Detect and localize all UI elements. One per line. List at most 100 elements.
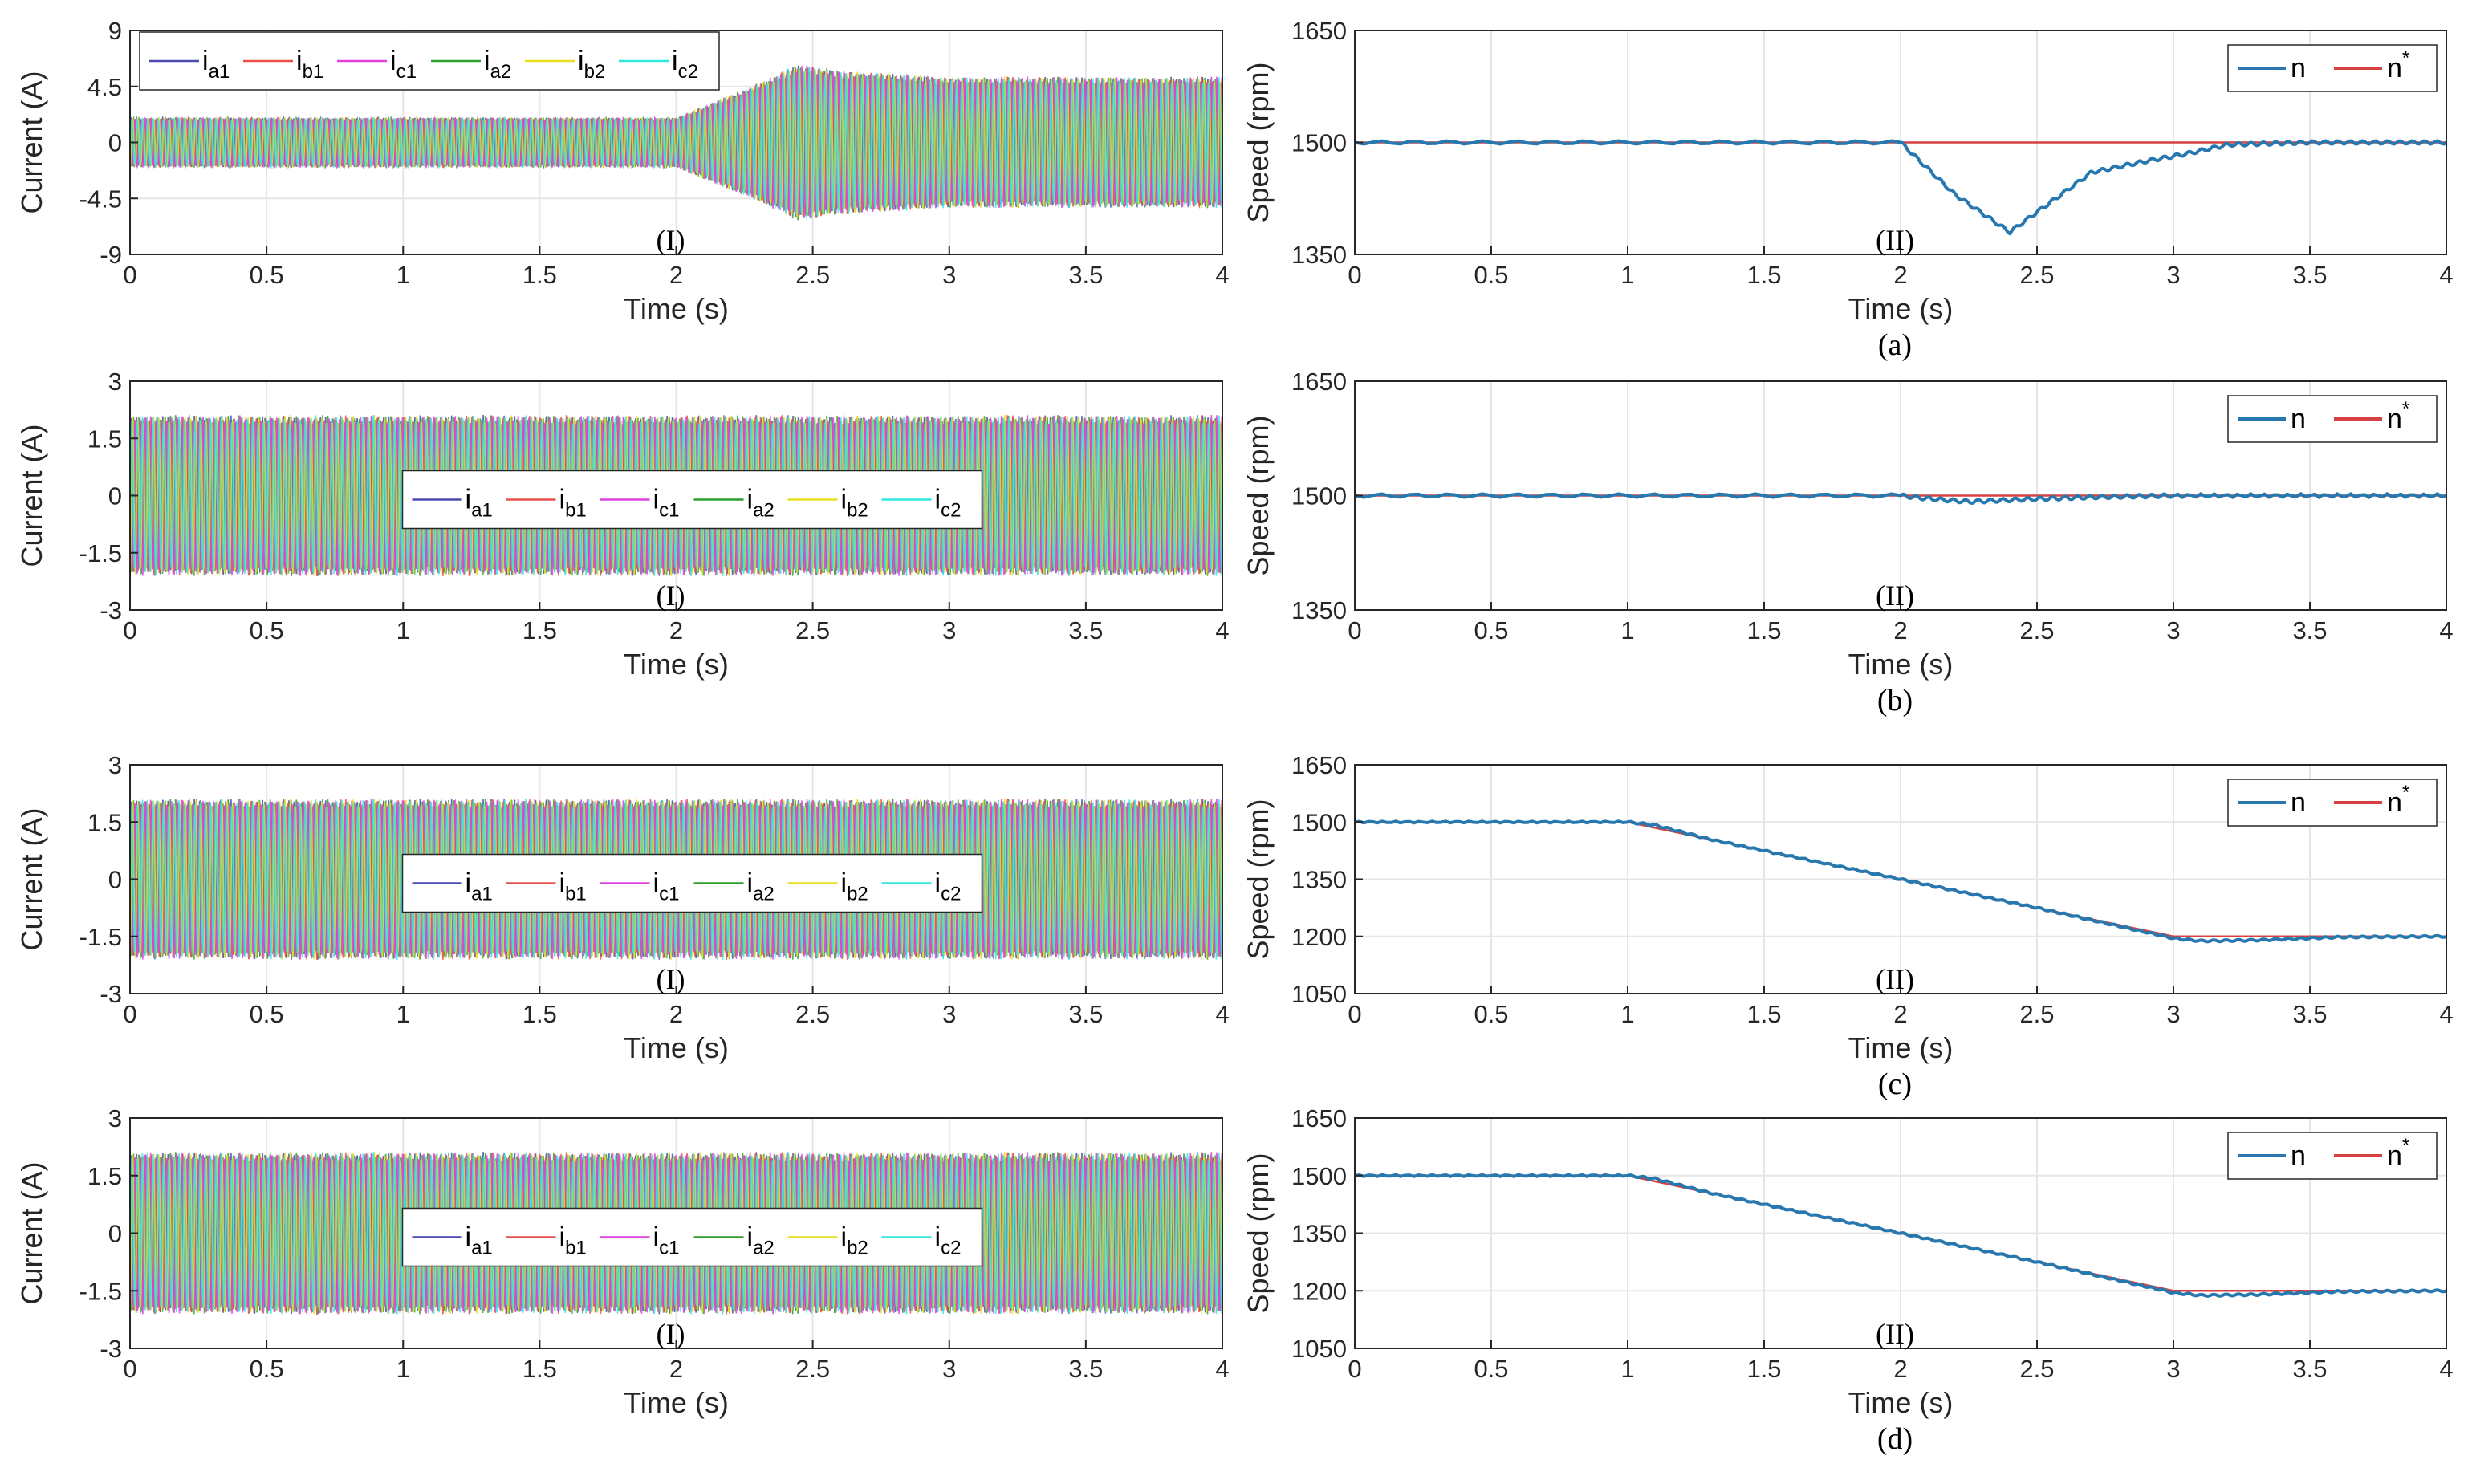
x-tick-label: 3 bbox=[2166, 1000, 2180, 1028]
x-tick-label: 3 bbox=[942, 616, 956, 644]
x-tick-label: 1 bbox=[1620, 616, 1634, 644]
legend-label: n* bbox=[2387, 782, 2409, 818]
x-tick-label: 2.5 bbox=[795, 261, 830, 289]
x-tick-label: 1.5 bbox=[1746, 1000, 1781, 1028]
x-tick-label: 1 bbox=[396, 261, 410, 289]
panel-tag: (I) bbox=[657, 224, 685, 256]
legend-main: i bbox=[841, 1222, 848, 1253]
legend-label: n* bbox=[2387, 1135, 2409, 1171]
legend: n n* bbox=[2227, 779, 2438, 827]
data-layer bbox=[130, 798, 1222, 961]
legend-label: n bbox=[2291, 53, 2306, 83]
x-tick-label: 3 bbox=[942, 1355, 956, 1383]
x-tick-label: 2.5 bbox=[795, 1355, 830, 1383]
x-tick-label: 3.5 bbox=[1068, 261, 1103, 289]
legend-main: n bbox=[2387, 787, 2402, 818]
x-tick-label: 2 bbox=[1893, 1000, 1907, 1028]
y-tick-label: 1350 bbox=[1291, 596, 1347, 624]
x-axis-label: Time (s) bbox=[1848, 1386, 1954, 1419]
x-tick-label: 3.5 bbox=[2292, 1355, 2327, 1383]
x-tick-label: 0.5 bbox=[1474, 261, 1508, 289]
x-tick-label: 3 bbox=[2166, 261, 2180, 289]
x-tick-label: 0.5 bbox=[250, 616, 284, 644]
legend-label: n* bbox=[2387, 47, 2409, 83]
legend-sup: * bbox=[2402, 1135, 2409, 1157]
x-tick-label: 1 bbox=[1620, 1000, 1634, 1028]
legend-sup: * bbox=[2402, 782, 2409, 803]
x-tick-label: 3 bbox=[2166, 616, 2180, 644]
y-tick-label: 3 bbox=[108, 751, 122, 779]
x-tick-label: 0 bbox=[123, 1355, 136, 1383]
legend-main: i bbox=[202, 46, 209, 76]
x-axis-label: Time (s) bbox=[624, 1386, 729, 1419]
x-tick-label: 0.5 bbox=[1474, 616, 1508, 644]
y-tick-label: 3 bbox=[108, 1104, 122, 1132]
legend-label: ib1 bbox=[559, 1222, 587, 1259]
y-axis-label: Speed (rpm) bbox=[1242, 799, 1275, 959]
y-tick-label: 3 bbox=[108, 368, 122, 396]
x-tick-label: 3 bbox=[942, 261, 956, 289]
x-tick-label: 1.5 bbox=[1746, 1355, 1781, 1383]
legend-main: i bbox=[841, 485, 848, 515]
legend-sub: a1 bbox=[471, 884, 493, 905]
y-tick-label: 4.5 bbox=[87, 73, 122, 101]
x-tick-label: 0.5 bbox=[250, 1355, 284, 1383]
x-tick-label: 1.5 bbox=[522, 1355, 557, 1383]
y-tick-label: 1200 bbox=[1291, 1277, 1347, 1305]
legend-main: i bbox=[559, 1222, 566, 1253]
panel-tag: (I) bbox=[657, 1318, 685, 1350]
y-tick-label: -3 bbox=[100, 980, 122, 1008]
legend-main: i bbox=[653, 485, 660, 515]
speed-series-n bbox=[1355, 1173, 2446, 1298]
legend-main: i bbox=[747, 485, 754, 515]
x-tick-label: 2.5 bbox=[795, 616, 830, 644]
x-tick-label: 1.5 bbox=[1746, 261, 1781, 289]
x-tick-label: 2 bbox=[1893, 261, 1907, 289]
legend-label: ic2 bbox=[935, 868, 962, 905]
x-tick-label: 3.5 bbox=[2292, 1000, 2327, 1028]
legend-label: ib1 bbox=[559, 868, 587, 905]
legend-sub: b2 bbox=[847, 500, 868, 522]
legend-label: ia2 bbox=[747, 868, 775, 905]
data-layer bbox=[1355, 1173, 2446, 1298]
panel-d-current: 0 0.5 1 1.5 2 2.5 3 3.5 4 -3 -1.5 0 1.5 3 Time (s) Curr… bbox=[15, 1104, 1230, 1419]
legend-main: i bbox=[466, 485, 472, 515]
y-tick-label: 1650 bbox=[1291, 751, 1347, 779]
legend-sub: a2 bbox=[753, 1238, 775, 1259]
y-tick-label: -3 bbox=[100, 596, 122, 624]
y-axis-label: Speed (rpm) bbox=[1242, 62, 1275, 222]
x-tick-label: 1 bbox=[396, 616, 410, 644]
y-tick-label: 1650 bbox=[1291, 1104, 1347, 1132]
y-tick-label: -1.5 bbox=[79, 923, 122, 951]
current-series-c2 bbox=[130, 1152, 1222, 1315]
subfigure-label: (a) bbox=[1878, 328, 1912, 362]
legend-main: i bbox=[578, 46, 584, 76]
legend-sub: c2 bbox=[678, 61, 698, 83]
legend-label: ic2 bbox=[672, 46, 698, 83]
x-tick-label: 2.5 bbox=[2019, 616, 2054, 644]
legend-sub: b1 bbox=[565, 500, 587, 522]
legend-sub: c2 bbox=[941, 884, 961, 905]
data-layer bbox=[1355, 139, 2446, 236]
legend-main: n bbox=[2291, 404, 2306, 434]
legend-main: i bbox=[672, 46, 678, 76]
legend-label: ib2 bbox=[841, 485, 868, 522]
x-tick-label: 2 bbox=[669, 616, 683, 644]
current-series-b2 bbox=[130, 66, 1222, 219]
legend-sub: a1 bbox=[471, 500, 493, 522]
x-tick-label: 0 bbox=[123, 1000, 136, 1028]
x-tick-label: 0 bbox=[1348, 1000, 1361, 1028]
legend-sub: c1 bbox=[396, 61, 417, 83]
x-axis-label: Time (s) bbox=[1848, 648, 1954, 681]
current-series-b2 bbox=[130, 1152, 1222, 1315]
y-axis-label: Speed (rpm) bbox=[1242, 1153, 1275, 1313]
x-tick-label: 0 bbox=[123, 616, 136, 644]
y-axis-label: Current (A) bbox=[15, 424, 48, 567]
legend-main: i bbox=[747, 868, 754, 899]
x-tick-label: 4 bbox=[2439, 261, 2453, 289]
current-series-c2 bbox=[130, 415, 1222, 577]
x-axis-label: Time (s) bbox=[624, 1031, 729, 1064]
x-tick-label: 0.5 bbox=[250, 1000, 284, 1028]
panel-tag: (I) bbox=[657, 579, 685, 612]
panel-b-speed: 0 0.5 1 1.5 2 2.5 3 3.5 4 1350 1500 1650 Time (s) Spe… bbox=[1242, 368, 2454, 718]
